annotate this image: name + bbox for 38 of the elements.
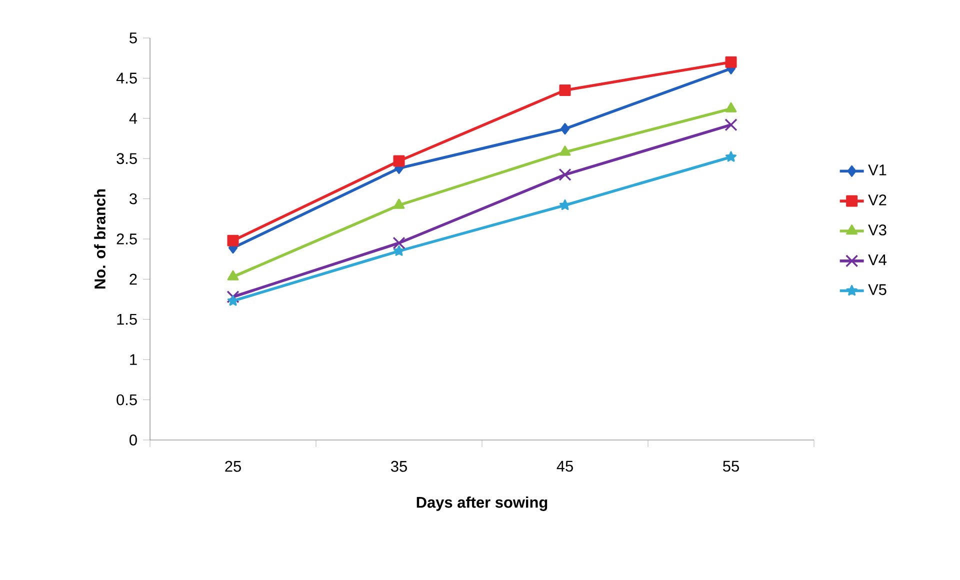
- y-axis-title: No. of branch: [94, 189, 106, 288]
- point: [559, 146, 571, 156]
- point: [725, 151, 737, 162]
- point: [558, 168, 572, 181]
- y-tick-label: 4: [129, 113, 138, 124]
- y-tick-label: 0: [130, 434, 137, 446]
- y-tick-label: 2.5: [116, 234, 137, 244]
- y-tick-label: 0.5: [116, 394, 137, 406]
- x-tick-label: 35: [391, 460, 407, 472]
- point: [393, 245, 405, 256]
- legend-label: V4: [868, 254, 886, 266]
- point: [724, 118, 738, 132]
- legend-label: V5: [868, 284, 886, 296]
- legend-label: V1: [868, 164, 886, 176]
- point: [559, 84, 571, 96]
- y-tick-label: 4.5: [116, 72, 137, 84]
- y-tick-label: 1: [130, 354, 137, 365]
- point: [393, 155, 405, 167]
- y-tick-label: 2: [130, 274, 137, 285]
- point: [725, 56, 737, 68]
- point: [725, 102, 737, 112]
- point: [227, 295, 239, 306]
- point: [227, 234, 239, 246]
- y-tick-label: 3: [130, 193, 137, 204]
- x-tick-label: 25: [225, 460, 241, 472]
- legend-label: V3: [868, 224, 886, 236]
- x-axis-title: Days after sowing: [416, 496, 548, 511]
- y-tick-label: 1.5: [117, 314, 137, 325]
- x-tick-label: 55: [723, 460, 739, 472]
- legend-label: V2: [868, 194, 886, 206]
- x-tick-label: 45: [556, 460, 573, 472]
- y-tick-label: 3.5: [116, 153, 137, 164]
- point: [392, 236, 406, 250]
- point: [560, 123, 570, 135]
- y-tick-label: 5: [130, 32, 137, 44]
- point: [393, 198, 405, 209]
- point: [227, 270, 239, 280]
- point: [226, 290, 240, 304]
